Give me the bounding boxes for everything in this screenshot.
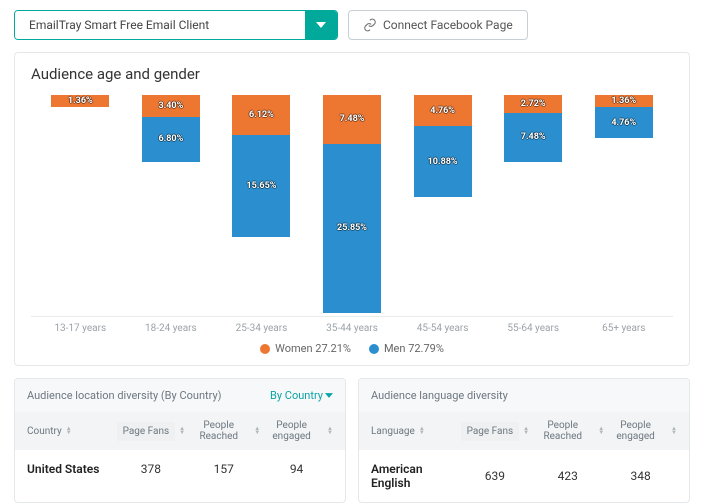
bar-men: 15.65%: [232, 135, 290, 237]
bar-group: 6.12% 15.65%: [216, 91, 307, 237]
location-card: Audience location diversity (By Country)…: [14, 378, 346, 503]
bar-men-label: 4.76%: [611, 118, 636, 128]
bar-group: 3.40% 6.80%: [126, 91, 217, 162]
bar-women: 2.72%: [504, 95, 562, 113]
axis-label: 55-64 years: [488, 323, 579, 334]
legend-women-label: Women 27.21%: [275, 342, 351, 355]
page-selector-text: EmailTray Smart Free Email Client: [15, 11, 305, 39]
th-page-fans[interactable]: Page Fans▲▼: [114, 422, 187, 441]
bar-men: 6.80%: [142, 117, 200, 161]
bar-stack: 3.40% 6.80%: [142, 95, 200, 162]
th-people-reached[interactable]: People Reached▲▼: [187, 420, 260, 442]
td-page-fans: 639: [458, 469, 531, 483]
td-people-engaged: 348: [604, 469, 677, 483]
bar-men: 4.76%: [595, 107, 653, 138]
bar-men-label: 15.65%: [246, 181, 276, 191]
page-selector-dropdown[interactable]: [305, 11, 337, 39]
location-card-header: Audience location diversity (By Country)…: [15, 379, 345, 412]
language-card-title: Audience language diversity: [371, 389, 508, 402]
bar-women-label: 7.48%: [340, 114, 365, 124]
language-card-header: Audience language diversity: [359, 379, 689, 412]
axis-label: 25-34 years: [216, 323, 307, 334]
bar-men-label: 25.85%: [337, 223, 367, 233]
axis-label: 18-24 years: [126, 323, 217, 334]
bar-group: 7.48% 25.85%: [307, 91, 398, 313]
chart-area: 1.36% 3.40% 6.80% 6.12% 15.65% 7.48% 25.85% 4.7…: [31, 91, 673, 317]
td-people-reached: 423: [531, 469, 604, 483]
location-table-head: Country▲▼ Page Fans▲▼ People Reached▲▼ P…: [15, 412, 345, 450]
bar-women-label: 1.36%: [611, 96, 636, 106]
bar-women-label: 2.72%: [521, 99, 546, 109]
location-filter-label: By Country: [270, 389, 323, 402]
link-icon: [363, 18, 377, 32]
legend-women: Women 27.21%: [260, 342, 351, 355]
page-selector[interactable]: EmailTray Smart Free Email Client: [14, 10, 338, 40]
td-people-engaged: 94: [260, 462, 333, 476]
language-table-head: Language▲▼ Page Fans▲▼ People Reached▲▼ …: [359, 412, 689, 450]
bar-women: 1.36%: [595, 95, 653, 107]
bar-women-label: 1.36%: [68, 96, 93, 106]
td-language: American English: [371, 462, 458, 490]
axis-labels: 13-17 years18-24 years25-34 years35-44 y…: [31, 323, 673, 334]
connect-facebook-button[interactable]: Connect Facebook Page: [348, 10, 528, 40]
bottom-row: Audience location diversity (By Country)…: [14, 378, 690, 503]
chevron-down-icon: [316, 22, 326, 28]
th-page-fans[interactable]: Page Fans▲▼: [458, 422, 531, 441]
bar-women: 4.76%: [414, 95, 472, 126]
legend-swatch-men: [369, 344, 379, 354]
td-people-reached: 157: [187, 462, 260, 476]
th-country[interactable]: Country▲▼: [27, 426, 114, 437]
axis-label: 45-54 years: [397, 323, 488, 334]
axis-label: 35-44 years: [307, 323, 398, 334]
bar-stack: 4.76% 10.88%: [414, 95, 472, 197]
bar-stack: 7.48% 25.85%: [323, 95, 381, 313]
bar-stack: 1.36% 4.76%: [595, 95, 653, 138]
th-people-engaged[interactable]: People engaged▲▼: [260, 420, 333, 442]
bar-women: 6.12%: [232, 95, 290, 135]
audience-age-gender-card: Audience age and gender 1.36% 3.40% 6.80% 6…: [14, 52, 690, 366]
bar-group: 4.76% 10.88%: [397, 91, 488, 197]
bar-women-label: 4.76%: [430, 106, 455, 116]
bar-women-label: 6.12%: [249, 110, 274, 120]
th-language[interactable]: Language▲▼: [371, 426, 458, 437]
legend-swatch-women: [260, 344, 270, 354]
bar-men: 10.88%: [414, 126, 472, 197]
bar-women-label: 3.40%: [158, 101, 183, 111]
bar-group: 1.36%: [35, 91, 126, 107]
location-card-title: Audience location diversity (By Country): [27, 389, 222, 402]
td-page-fans: 378: [114, 462, 187, 476]
top-bar: EmailTray Smart Free Email Client Connec…: [14, 10, 690, 40]
th-people-engaged[interactable]: People engaged▲▼: [604, 420, 677, 442]
bar-men-label: 6.80%: [158, 134, 183, 144]
legend-men-label: Men 72.79%: [384, 342, 444, 355]
bar-men: 7.48%: [504, 113, 562, 162]
table-row: American English 639 423 348: [359, 450, 689, 502]
th-people-reached[interactable]: People Reached▲▼: [531, 420, 604, 442]
legend-men: Men 72.79%: [369, 342, 444, 355]
bar-men: 25.85%: [323, 144, 381, 313]
bar-stack: 6.12% 15.65%: [232, 95, 290, 237]
table-row: United States 378 157 94: [15, 450, 345, 488]
bar-stack: 1.36%: [51, 95, 109, 107]
axis-label: 13-17 years: [35, 323, 126, 334]
bar-men-label: 10.88%: [428, 157, 458, 167]
bar-men-label: 7.48%: [521, 132, 546, 142]
connect-label: Connect Facebook Page: [383, 18, 513, 32]
chart-legend: Women 27.21% Men 72.79%: [31, 342, 673, 355]
bar-group: 1.36% 4.76%: [578, 91, 669, 138]
axis-label: 65+ years: [578, 323, 669, 334]
bar-group: 2.72% 7.48%: [488, 91, 579, 162]
location-filter[interactable]: By Country: [270, 389, 333, 402]
bar-stack: 2.72% 7.48%: [504, 95, 562, 162]
bar-women: 1.36%: [51, 95, 109, 107]
language-card: Audience language diversity Language▲▼ P…: [358, 378, 690, 503]
chart-title: Audience age and gender: [31, 65, 673, 83]
bar-women: 3.40%: [142, 95, 200, 117]
td-country: United States: [27, 462, 114, 476]
bar-women: 7.48%: [323, 95, 381, 144]
chevron-down-icon: [325, 393, 333, 398]
